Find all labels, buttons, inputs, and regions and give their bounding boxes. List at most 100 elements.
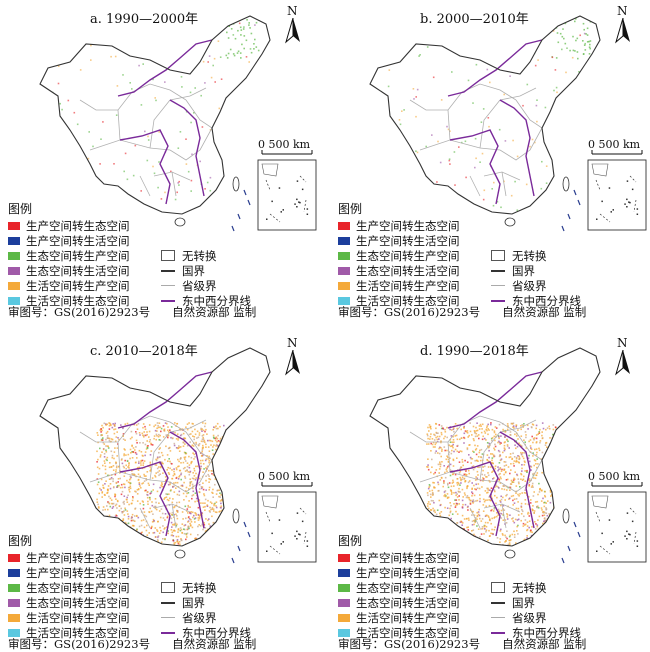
taiwan-island bbox=[232, 508, 240, 524]
legend-label: 生态空间转生产空间 bbox=[356, 248, 460, 263]
south-sea-inset bbox=[257, 491, 317, 563]
north-label: N bbox=[287, 336, 298, 350]
scale-label: 0 500 km bbox=[588, 470, 641, 483]
scale-bar-graphic bbox=[591, 150, 643, 155]
china-map bbox=[39, 15, 317, 232]
legend-label: 生产空间转生态空间 bbox=[26, 550, 130, 565]
provincial-border bbox=[409, 99, 448, 111]
legend-label: 生产空间转生态空间 bbox=[26, 218, 130, 233]
provincial-border bbox=[409, 431, 448, 443]
legend-label: 生活空间转生态空间 bbox=[26, 625, 130, 640]
legend-heading: 图例 bbox=[338, 534, 363, 548]
panel-title: a. 1990—2000年 bbox=[90, 12, 199, 27]
provincial-border bbox=[89, 139, 171, 151]
panel-title: d. 1990—2018年 bbox=[420, 344, 529, 359]
legend-symbol-item: 东中西分界线 bbox=[160, 293, 251, 308]
hainan-island bbox=[174, 217, 186, 227]
map-panel-a: a. 1990—2000年 N 0 500 km 图例 生产空间转生态空间 生产空间转生活… bbox=[0, 0, 320, 320]
provincial-border bbox=[131, 415, 187, 433]
legend-swatch bbox=[338, 628, 350, 637]
legend-symbol bbox=[160, 617, 176, 618]
legend-swatch bbox=[8, 613, 20, 622]
legend-label: 生产空间转生活空间 bbox=[26, 233, 130, 248]
legend-symbol-label: 省级界 bbox=[182, 278, 217, 293]
provincial-border bbox=[169, 127, 213, 161]
legend-item: 生态空间转生产空间 bbox=[338, 580, 460, 595]
legend-symbol-item: 国界 bbox=[160, 263, 251, 278]
legend-symbol-label: 国界 bbox=[512, 595, 535, 610]
provincial-border bbox=[499, 419, 537, 433]
legend-symbol-label: 无转换 bbox=[512, 580, 547, 595]
provincial-border bbox=[169, 459, 213, 493]
legend-symbol-item: 无转换 bbox=[490, 580, 581, 595]
legend-item: 生态空间转生产空间 bbox=[338, 248, 460, 263]
map-review-number: 审图号：GS(2016)2923号 bbox=[8, 305, 151, 319]
legend-item: 生活空间转生态空间 bbox=[338, 293, 460, 308]
provincial-border bbox=[171, 171, 177, 197]
china-map bbox=[39, 347, 317, 564]
north-arrow-icon bbox=[615, 350, 630, 376]
change-pixels bbox=[426, 422, 558, 546]
legend-symbol-label: 东中西分界线 bbox=[182, 625, 251, 640]
legend-swatch bbox=[338, 583, 350, 592]
north-arrow-icon bbox=[285, 18, 300, 44]
hainan-island bbox=[174, 549, 186, 559]
legend-label: 生活空间转生产空间 bbox=[356, 610, 460, 625]
legend-item: 生活空间转生态空间 bbox=[338, 625, 460, 640]
map-legend: 图例 生产空间转生态空间 生产空间转生活空间 生态空间转生产空间 生态空间转生活空间 生活… bbox=[8, 532, 318, 652]
legend-item: 生活空间转生产空间 bbox=[8, 278, 130, 293]
legend-label: 生产空间转生态空间 bbox=[356, 218, 460, 233]
map-supervisor: 自然资源部 监制 bbox=[502, 637, 587, 651]
map-panel-c: c. 2010—2018年 N 0 500 km 图例 生产空间转生态空间 生产空间转生活… bbox=[0, 332, 320, 652]
national-border bbox=[39, 347, 271, 547]
region-divide-line bbox=[499, 431, 535, 529]
legend-symbol-item: 无转换 bbox=[160, 580, 251, 595]
legend-heading: 图例 bbox=[338, 202, 363, 216]
legend-item: 生产空间转生活空间 bbox=[8, 233, 130, 248]
legend-symbol-label: 省级界 bbox=[512, 278, 547, 293]
legend-symbol bbox=[160, 631, 176, 634]
legend-swatch bbox=[8, 236, 20, 245]
legend-swatch bbox=[338, 236, 350, 245]
region-divide-line bbox=[449, 461, 501, 537]
legend-swatch bbox=[8, 221, 20, 230]
legend-symbol-item: 省级界 bbox=[160, 278, 251, 293]
provincial-border bbox=[149, 431, 171, 481]
north-arrow-icon bbox=[285, 350, 300, 376]
region-divide-line bbox=[499, 99, 535, 197]
map-review-number: 审图号：GS(2016)2923号 bbox=[8, 637, 151, 651]
legend-symbol-label: 无转换 bbox=[512, 248, 547, 263]
legend-heading: 图例 bbox=[8, 202, 33, 216]
legend-item: 生产空间转生活空间 bbox=[8, 565, 130, 580]
map-supervisor: 自然资源部 监制 bbox=[172, 637, 257, 651]
legend-item: 生活空间转生产空间 bbox=[338, 278, 460, 293]
legend-swatch bbox=[338, 281, 350, 290]
legend-symbol bbox=[160, 250, 176, 261]
provincial-border bbox=[499, 127, 543, 161]
legend-label: 生态空间转生活空间 bbox=[26, 595, 130, 610]
legend-heading: 图例 bbox=[8, 534, 33, 548]
legend-item: 生活空间转生产空间 bbox=[338, 610, 460, 625]
south-sea-inset bbox=[587, 159, 647, 231]
legend-symbol-item: 东中西分界线 bbox=[160, 625, 251, 640]
legend-symbol-label: 国界 bbox=[182, 263, 205, 278]
legend-label: 生态空间转生产空间 bbox=[26, 248, 130, 263]
legend-symbol-item: 省级界 bbox=[160, 610, 251, 625]
legend-item: 生态空间转生活空间 bbox=[338, 595, 460, 610]
region-divide-line bbox=[449, 129, 501, 205]
legend-symbol-label: 国界 bbox=[182, 595, 205, 610]
legend-swatch bbox=[338, 251, 350, 260]
north-arrow: N bbox=[282, 336, 304, 376]
legend-label: 生产空间转生活空间 bbox=[356, 565, 460, 580]
provincial-border bbox=[469, 507, 481, 529]
legend-label: 生态空间转生活空间 bbox=[356, 263, 460, 278]
legend-symbol-label: 省级界 bbox=[512, 610, 547, 625]
legend-swatch bbox=[338, 568, 350, 577]
scale-bar-graphic bbox=[591, 482, 643, 487]
map-supervisor: 自然资源部 监制 bbox=[502, 305, 587, 319]
legend-item: 生产空间转生态空间 bbox=[8, 550, 130, 565]
provincial-border bbox=[419, 139, 501, 151]
legend-item: 生产空间转生活空间 bbox=[338, 565, 460, 580]
legend-symbol bbox=[490, 631, 506, 634]
legend-symbol bbox=[490, 601, 506, 604]
